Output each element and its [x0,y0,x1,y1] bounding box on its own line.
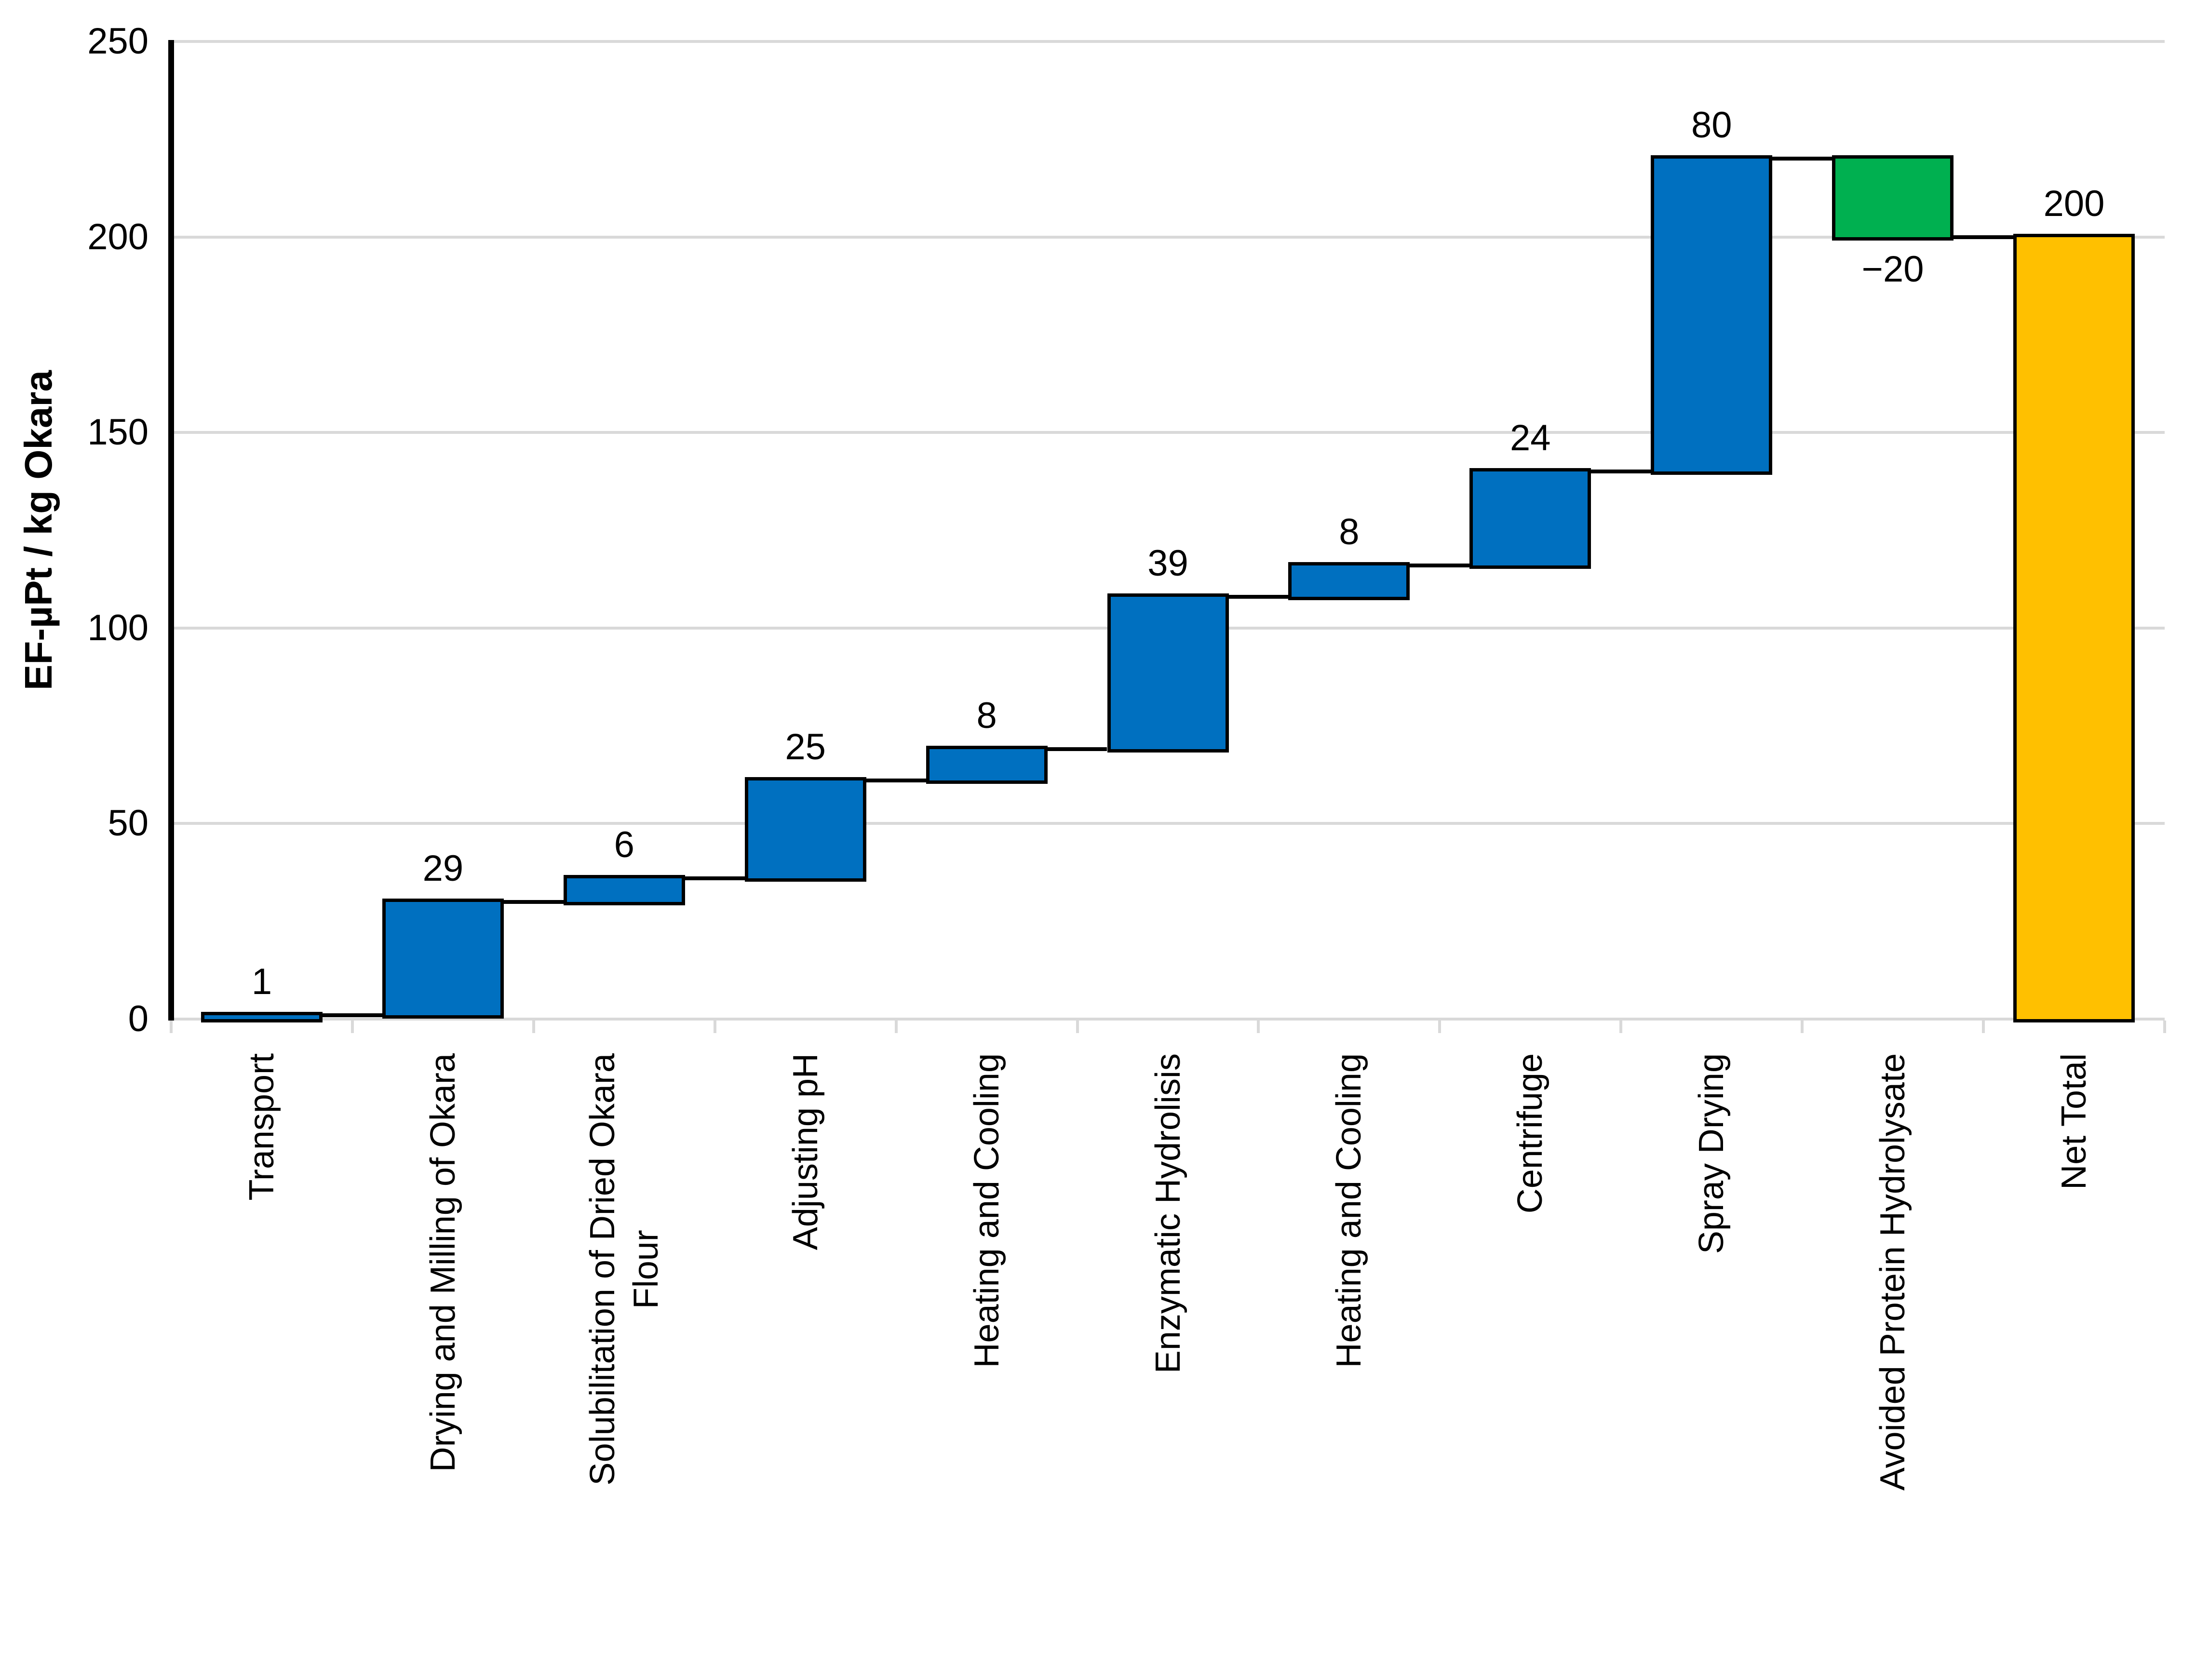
x-tick [1076,1021,1079,1033]
value-label: 8 [1339,511,1360,552]
category-label-text: Centrifuge [1511,1053,1550,1214]
category-label: Adjusting pH [784,1053,827,1680]
y-tick-label: 0 [128,998,148,1039]
connector-line [322,1013,382,1017]
value-label: 8 [976,695,997,737]
page: { "chart_data": { "type": "bar", "subtyp… [17,21,2166,1491]
waterfall-bar-5 [926,746,1048,784]
x-tick [350,1021,354,1033]
category-label-text: Heating and Cooling [1330,1053,1369,1368]
category-label: Enzymatic Hydrolisis [1146,1053,1190,1680]
value-label: 25 [785,726,826,768]
connector-line [1953,235,2014,239]
y-axis-line [168,40,174,1021]
x-tick [1619,1021,1623,1033]
value-label: 6 [614,824,634,865]
value-label: 39 [1147,542,1188,584]
category-label: Solubilitation of Dried Okara Flour [581,1053,668,1680]
waterfall-bar-10 [1832,155,1954,241]
value-label: −20 [1861,248,1924,290]
y-axis-title: EF-µPt / kg Okara [17,370,60,691]
x-tick [1982,1021,1985,1033]
connector-line [1772,157,1832,161]
x-tick [532,1021,535,1033]
y-tick-label: 150 [87,412,148,453]
x-tick [2163,1021,2166,1033]
gridline [171,1018,2165,1021]
category-label: Avoided Protein Hydrolysate [1871,1053,1914,1680]
waterfall-bar-9 [1651,155,1773,475]
value-label: 24 [1510,417,1551,459]
connector-line [866,779,926,783]
x-tick [1257,1021,1260,1033]
value-label: 1 [251,961,272,1002]
waterfall-bar-11 [2013,233,2135,1022]
value-label: 80 [1691,105,1732,146]
category-label-text: Net Total [2055,1053,2094,1190]
x-tick [1438,1021,1442,1033]
category-label: Heating and Cooling [965,1053,1009,1680]
gridline [171,822,2165,825]
category-label: Centrifuge [1509,1053,1552,1680]
category-label: Drying and Milling of Okara [421,1053,465,1680]
category-label-text: Adjusting pH [786,1053,825,1250]
connector-line [1410,564,1470,567]
value-label: 29 [422,847,464,889]
connector-line [503,900,564,904]
waterfall-bar-7 [1288,562,1410,600]
x-tick [894,1021,898,1033]
connector-line [1591,470,1651,474]
gridline [171,431,2165,434]
waterfall-chart: EF-µPt / kg Okara 0 50 100 150 200 250 1 Transp… [17,21,2166,1491]
connector-line [1228,594,1289,599]
category-label: Net Total [2052,1053,2096,1680]
waterfall-bar-8 [1469,468,1591,569]
value-label: 200 [2043,183,2105,224]
category-label-text: Heating and Cooling [967,1053,1006,1368]
category-label-text: Enzymatic Hydrolisis [1148,1053,1187,1374]
category-label: Transport [240,1053,283,1680]
waterfall-bar-4 [744,777,866,882]
category-label-text: Drying and Milling of Okara [423,1053,462,1472]
y-tick-label: 200 [87,216,148,257]
category-label-text: Solubilitation of Dried Okara Flour [583,1053,665,1486]
waterfall-bar-2 [382,898,504,1019]
gridline [171,40,2165,43]
y-tick-label: 250 [87,21,148,62]
waterfall-bar-6 [1107,593,1229,753]
category-label-text: Avoided Protein Hydrolysate [1873,1053,1913,1491]
gridline [171,235,2165,239]
y-tick-label: 100 [87,607,148,648]
category-label: Spray Drying [1690,1053,1733,1680]
category-label-text: Spray Drying [1692,1053,1731,1254]
y-tick-label: 50 [108,803,148,844]
waterfall-bar-3 [563,874,685,905]
x-tick [170,1021,173,1033]
connector-line [1047,747,1107,752]
x-tick [713,1021,716,1033]
category-label-text: Transport [242,1053,281,1201]
category-label: Heating and Cooling [1327,1053,1371,1680]
waterfall-bar-1 [201,1011,323,1022]
x-tick [1801,1021,1804,1033]
connector-line [685,876,745,880]
